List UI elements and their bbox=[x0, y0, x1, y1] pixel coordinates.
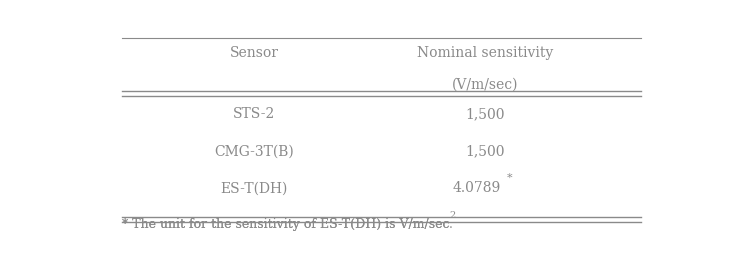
Text: 4.0789: 4.0789 bbox=[452, 181, 501, 195]
Text: 1,500: 1,500 bbox=[465, 144, 505, 158]
Text: * The unit for the sensitivity of ES-T(DH) is V/m/sec: * The unit for the sensitivity of ES-T(D… bbox=[122, 218, 449, 231]
Text: Nominal sensitivity: Nominal sensitivity bbox=[417, 46, 554, 60]
Text: 2: 2 bbox=[449, 211, 455, 220]
Text: * The unit for the sensitivity of ES-T(DH) is V/m/sec: * The unit for the sensitivity of ES-T(D… bbox=[122, 218, 449, 231]
Text: ES-T(DH): ES-T(DH) bbox=[221, 181, 288, 195]
Text: STS-2: STS-2 bbox=[234, 107, 275, 121]
Text: .: . bbox=[449, 218, 453, 231]
Text: 1,500: 1,500 bbox=[465, 107, 505, 121]
Text: *: * bbox=[507, 173, 512, 183]
Text: CMG-3T(B): CMG-3T(B) bbox=[214, 144, 295, 158]
Text: Sensor: Sensor bbox=[230, 46, 279, 60]
Text: (V/m/sec): (V/m/sec) bbox=[452, 77, 519, 91]
